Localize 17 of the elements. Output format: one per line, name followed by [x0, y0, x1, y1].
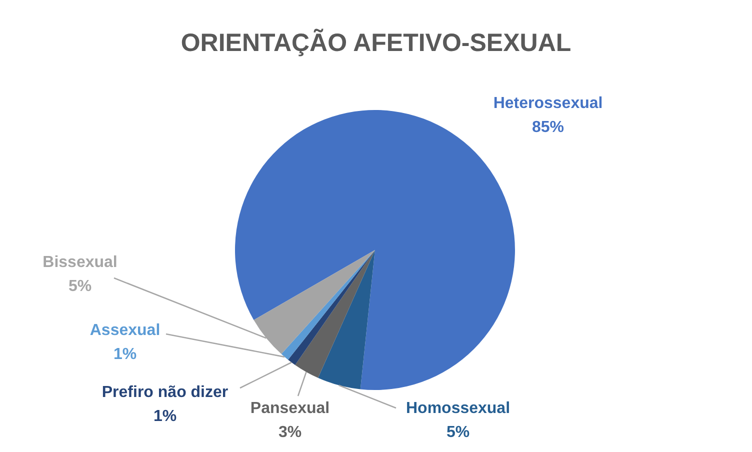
pie-slice [318, 250, 375, 390]
data-label: 3% [278, 424, 302, 441]
data-label: 5% [446, 424, 470, 441]
slice-label: Bissexual [42, 254, 118, 271]
slice-label: Pansexual [250, 400, 330, 417]
chart-title: ORIENTAÇÃO AFETIVO-SEXUAL [180, 28, 572, 57]
data-label: 1% [153, 408, 177, 425]
data-label: 1% [113, 346, 137, 363]
pie-slice [254, 250, 375, 354]
slice-label: Assexual [90, 322, 160, 339]
slice-label: Heterossexual [493, 95, 603, 112]
slice-label: Prefiro não dizer [102, 384, 228, 401]
data-label: 5% [68, 278, 92, 295]
pie-slice [295, 250, 375, 378]
data-label: 85% [532, 119, 564, 136]
slice-label: Homossexual [406, 400, 510, 417]
pie-slice [235, 110, 515, 390]
